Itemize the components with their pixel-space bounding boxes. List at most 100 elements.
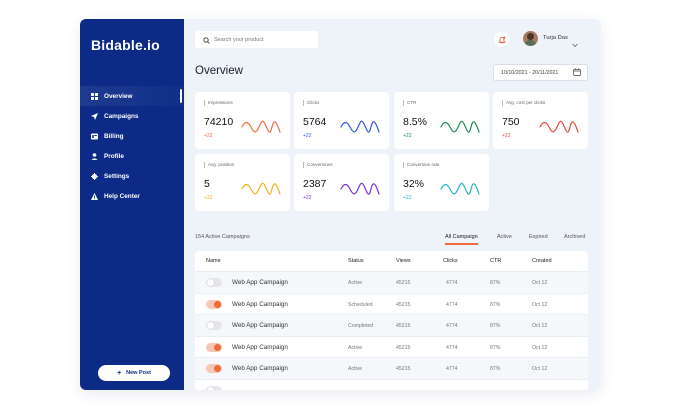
user-icon: [91, 152, 98, 160]
grid-icon: [91, 92, 98, 100]
sidebar: Bidable.io Overview Campaigns Billing: [80, 19, 184, 390]
campaign-tabs-row: 154 Active Campaigns All Campaign Active…: [195, 234, 588, 246]
tab-all-campaign[interactable]: All Campaign: [445, 234, 478, 245]
metric-value: 74210: [204, 116, 234, 128]
campaign-ctr: 87%: [490, 366, 501, 372]
campaign-views: 45215: [396, 301, 411, 308]
table-row[interactable]: Web App Campaign Scheduled 45215 4774 87…: [195, 292, 588, 315]
campaign-toggle[interactable]: [206, 278, 222, 287]
sidebar-item-label: Settings: [104, 172, 130, 180]
campaign-name[interactable]: Web App Campaign: [232, 300, 288, 308]
page-title: Overview: [195, 65, 243, 77]
metric-label: Impressions: [204, 100, 233, 106]
campaign-clicks: 4774: [446, 280, 458, 286]
metric-card-avg-position[interactable]: Avg. position 5 +22: [195, 154, 290, 211]
column-header-clicks[interactable]: Clicks: [443, 258, 458, 264]
metric-value: 5: [204, 178, 210, 190]
toggle-knob: [207, 386, 214, 390]
campaign-status: Active: [348, 344, 363, 351]
metric-change: +22: [303, 133, 312, 139]
metric-card-impressions[interactable]: Impressions 74210 +22: [195, 92, 290, 149]
metric-value: 750: [502, 116, 520, 128]
toggle-knob: [214, 365, 221, 372]
table-row[interactable]: Web App Campaign Active 45215 4774 87% O…: [195, 335, 588, 358]
metric-change: +22: [403, 195, 412, 201]
sidebar-item-settings[interactable]: Settings: [80, 166, 184, 186]
toggle-knob: [214, 343, 221, 351]
avatar-head: [527, 33, 534, 40]
metric-change: +22: [502, 133, 511, 139]
campaign-created: Oct 12: [532, 366, 548, 372]
sidebar-item-overview[interactable]: Overview: [80, 86, 184, 106]
sparkline-chart: [340, 182, 380, 195]
campaign-toggle[interactable]: [206, 321, 222, 330]
table-row[interactable]: Web App Campaign Active 45215 4774 87% O…: [195, 271, 588, 293]
send-icon: [91, 112, 98, 120]
toggle-knob: [207, 322, 214, 329]
campaign-created: Oct 12: [532, 301, 548, 308]
date-range-value: 10/10/2021 - 20/11/2021: [501, 69, 559, 76]
metric-change: +22: [204, 195, 213, 201]
campaign-toggle[interactable]: [206, 299, 222, 309]
metric-card-clicks[interactable]: Clicks 5764 +22: [294, 92, 389, 149]
user-name[interactable]: Turja Das: [543, 35, 568, 41]
campaign-toggle[interactable]: [206, 342, 222, 352]
campaign-views: 45215: [396, 344, 411, 351]
search-box[interactable]: [195, 31, 318, 48]
notification-button[interactable]: [494, 32, 509, 47]
plus-icon: +: [117, 369, 122, 377]
dashboard-window: Bidable.io Overview Campaigns Billing: [80, 19, 601, 390]
tab-expired[interactable]: Expired: [529, 234, 548, 240]
metric-change: +22: [204, 133, 213, 139]
sidebar-item-label: Billing: [104, 132, 124, 140]
campaign-status: Active: [348, 366, 363, 372]
campaign-views: 45215: [396, 366, 411, 372]
sidebar-item-billing[interactable]: Billing: [80, 126, 184, 146]
campaign-name[interactable]: Web App Campaign: [232, 365, 288, 372]
column-header-status[interactable]: Status: [348, 258, 364, 264]
column-header-created[interactable]: Created: [532, 258, 552, 264]
sidebar-item-profile[interactable]: Profile: [80, 146, 184, 166]
campaign-name[interactable]: Web App Campaign: [232, 279, 288, 286]
toggle-knob: [207, 279, 214, 286]
campaign-created: Oct 12: [532, 280, 548, 286]
sidebar-item-help-center[interactable]: Help Center: [80, 186, 184, 206]
campaign-toggle[interactable]: [206, 385, 222, 390]
avatar[interactable]: [523, 31, 538, 46]
sparkline-chart: [539, 120, 579, 133]
table-header: Name Status Views Clicks CTR Created: [195, 251, 588, 271]
sidebar-nav: Overview Campaigns Billing Profile: [80, 86, 184, 206]
campaign-created: Oct 12: [532, 323, 548, 329]
sidebar-item-campaigns[interactable]: Campaigns: [80, 106, 184, 126]
campaign-ctr: 87%: [490, 344, 501, 351]
metric-card-conversions[interactable]: Conversions 2387 +22: [294, 154, 389, 211]
metric-card-ctr[interactable]: CTR 8.5% +22: [394, 92, 489, 149]
new-post-label: New Post: [126, 370, 151, 376]
campaigns-table: Name Status Views Clicks CTR Created Web…: [195, 251, 588, 390]
tab-archived[interactable]: Archived: [564, 234, 586, 240]
metric-card-conversion-rate[interactable]: Conversion rate 32% +22: [394, 154, 489, 211]
campaign-name[interactable]: Web App Campaign: [232, 322, 288, 329]
chevron-down-icon[interactable]: [572, 35, 578, 53]
table-row[interactable]: Web App Campaign Active 45215 4774 87% O…: [195, 357, 588, 379]
search-input[interactable]: [214, 36, 314, 43]
campaign-views: 45215: [396, 323, 411, 329]
campaign-created: Oct 12: [532, 344, 548, 351]
avatar-body: [525, 40, 536, 46]
column-header-name[interactable]: Name: [206, 258, 221, 264]
active-campaigns-count: 154 Active Campaigns: [195, 234, 250, 240]
column-header-views[interactable]: Views: [396, 258, 411, 264]
sparkline-chart: [340, 120, 380, 133]
metric-card-avg-cost-per-click[interactable]: Avg. cost per clicks 750 +22: [493, 92, 588, 149]
tab-active[interactable]: Active: [497, 234, 512, 240]
metric-value: 32%: [403, 178, 425, 190]
campaign-toggle[interactable]: [206, 364, 222, 373]
metric-label: Avg. position: [204, 162, 234, 168]
new-post-button[interactable]: + New Post: [98, 365, 170, 381]
date-range-picker[interactable]: 10/10/2021 - 20/11/2021: [493, 64, 588, 81]
table-row[interactable]: Web App Campaign Completed 45215 4774 87…: [195, 314, 588, 336]
sidebar-item-label: Overview: [104, 92, 133, 100]
campaign-name[interactable]: Web App Campaign: [232, 343, 288, 351]
table-row-partial: [195, 378, 588, 390]
column-header-ctr[interactable]: CTR: [490, 258, 502, 264]
